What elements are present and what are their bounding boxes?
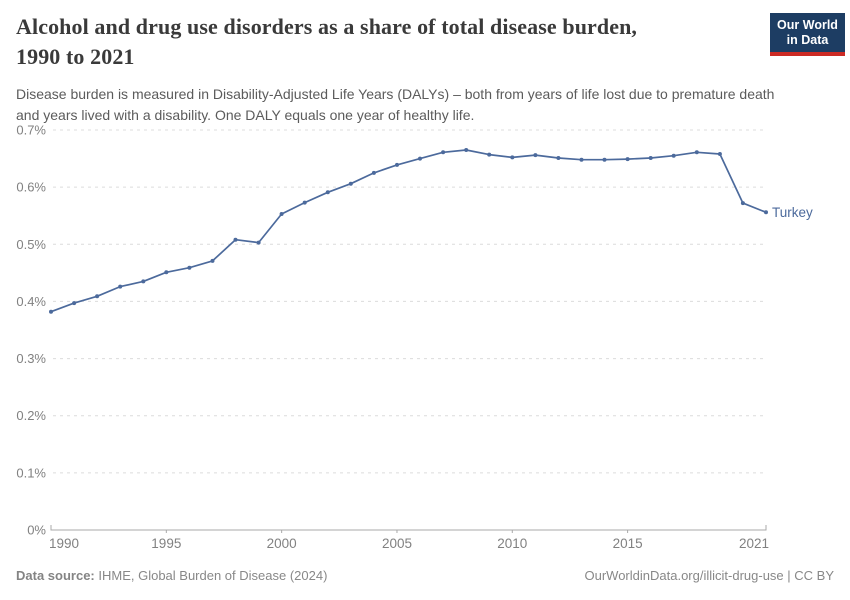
data-point [533,153,538,158]
series-line-turkey [50,149,767,313]
data-point [233,237,238,242]
data-source-label: Data source: [16,568,95,583]
data-point [694,150,699,155]
data-point [256,240,261,245]
data-point [418,156,422,161]
data-point [717,152,722,156]
series-label: Turkey [772,205,813,220]
y-tick-label: 0.5% [16,237,46,252]
data-point [141,279,146,284]
data-point [325,190,330,195]
title-line-2: 1990 to 2021 [16,44,135,69]
data-point [49,309,53,314]
attribution-link[interactable]: OurWorldinData.org/illicit-drug-use | CC… [584,568,835,583]
subtitle-line-1: Disease burden is measured in Disability… [16,86,775,102]
y-tick-label: 0.7% [16,123,46,138]
data-point [118,284,123,289]
owid-logo-line-1: Our World [777,18,838,32]
x-tick-label: 2000 [267,536,297,551]
y-tick-label: 0.3% [16,351,46,366]
data-point [625,157,630,162]
chart-footer: Data source: IHME, Global Burden of Dise… [16,567,834,584]
data-point [348,181,353,186]
data-point [441,150,446,155]
title-line-1: Alcohol and drug use disorders as a shar… [16,14,638,39]
chart-area: 0% 0.1% 0.2% 0.3% 0.4% 0.5% 0.6% 0.7% 1990 1995 20… [0,120,850,570]
x-tick-label: 2015 [613,536,643,551]
data-point [279,212,284,216]
y-tick-label: 0.2% [16,408,46,423]
data-point [302,200,307,205]
y-tick-label: 0.1% [16,465,46,480]
data-point [556,156,561,160]
data-point [602,157,607,162]
data-point [579,157,584,162]
x-axis-line [50,525,767,531]
data-point [72,301,77,306]
x-tick-label: 1995 [151,536,181,551]
data-point [464,148,469,152]
x-tick-label: 1990 [49,536,79,551]
data-point [510,155,515,160]
data-point [487,152,492,157]
owid-logo[interactable]: Our World in Data [770,13,845,56]
subtitle-line-2: and years lived with a disability. One D… [16,107,475,123]
data-point [371,170,376,175]
data-point [395,162,399,167]
data-source: Data source: IHME, Global Burden of Dise… [16,567,327,584]
line-chart: 0% 0.1% 0.2% 0.3% 0.4% 0.5% 0.6% 0.7% 1990 1995 20… [16,123,813,552]
y-tick-label: 0.6% [16,180,46,195]
data-source-text: IHME, Global Burden of Disease (2024) [94,568,328,583]
data-point [648,156,653,160]
x-tick-label: 2005 [382,536,412,551]
y-tick-label: 0% [27,523,46,538]
data-point [764,210,768,215]
x-tick-label: 2010 [497,536,527,551]
chart-subtitle: Disease burden is measured in Disability… [16,84,840,126]
data-point [187,265,192,270]
data-point [671,153,676,158]
x-tick-label: 2021 [739,536,769,551]
data-point [164,270,169,275]
y-tick-label: 0.4% [16,294,46,309]
data-point [210,258,215,263]
data-point [740,201,745,206]
page-title: Alcohol and drug use disorders as a shar… [16,12,746,72]
data-point [95,294,100,299]
owid-logo-line-2: in Data [786,33,829,47]
